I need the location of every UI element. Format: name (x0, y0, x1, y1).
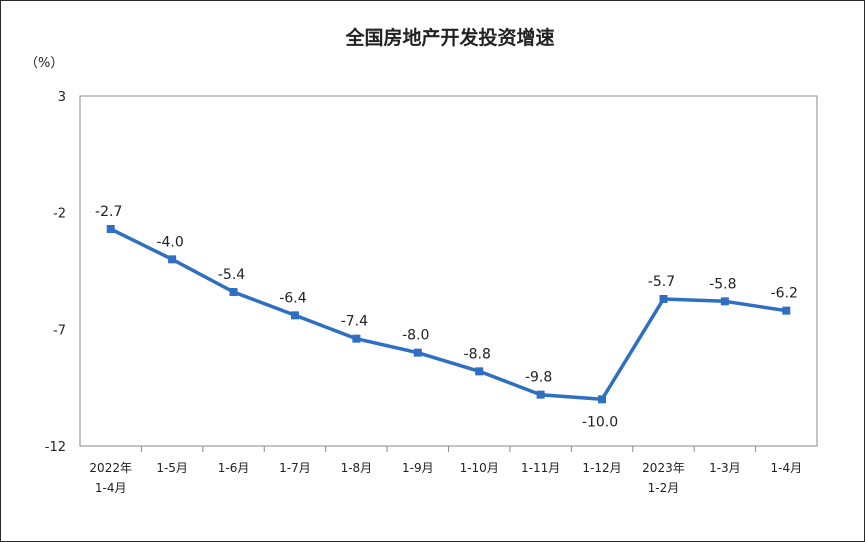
x-tick-label: 1-8月 (341, 461, 373, 475)
data-point (106, 225, 115, 233)
data-label: -8.0 (402, 328, 429, 344)
data-point (229, 288, 238, 296)
data-point (290, 311, 299, 320)
data-label: -6.4 (279, 290, 306, 306)
data-label: -9.8 (525, 370, 552, 386)
x-tick-label: 1-12月 (582, 461, 621, 475)
data-point (659, 295, 668, 303)
data-point (413, 348, 422, 357)
x-tick-label: 1-11月 (521, 461, 560, 475)
data-point (536, 390, 545, 399)
data-label: -5.8 (709, 276, 736, 292)
data-label: -8.8 (464, 346, 491, 362)
data-point (720, 297, 729, 306)
series-line (106, 225, 791, 404)
data-label: -5.4 (218, 267, 245, 283)
y-tick-label: -12 (45, 440, 66, 455)
data-labels: -2.7 -4.0 -5.4 -6.4 -7.4 -8.0 -8.8 -9.8 -10.0 -5.… (95, 204, 798, 430)
data-label: -5.7 (648, 274, 675, 290)
series-path (108, 227, 789, 402)
x-tick-label: 1-9月 (402, 461, 434, 475)
x-tick-label: 2023年 (642, 461, 685, 475)
data-label: -4.0 (156, 234, 183, 250)
x-tick-label: 1-6月 (218, 461, 250, 475)
x-tick-label: 1-10月 (460, 461, 499, 475)
y-axis: 3 -2 -7 -12 (45, 90, 66, 455)
data-label: -2.7 (95, 204, 122, 220)
y-tick-label: -7 (53, 323, 66, 338)
x-axis: 2022年 1-4月 1-5月 1-6月 1-7月 1-8月 1-9月 1-10月 1-11月 1… (89, 446, 802, 495)
x-tick-label: 1-4月 (770, 461, 802, 475)
data-label: -6.2 (771, 286, 798, 302)
x-tick-label: 1-4月 (95, 481, 127, 495)
y-tick-label: 3 (58, 90, 66, 105)
data-point (475, 367, 484, 376)
x-tick-label: 1-3月 (709, 461, 741, 475)
x-tick-label: 1-2月 (648, 481, 680, 495)
data-label: -10.0 (582, 414, 618, 430)
y-axis-unit: （%） (25, 56, 63, 71)
chart-title: 全国房地产开发投资增速 (344, 26, 554, 49)
data-point (782, 306, 791, 315)
data-point (168, 255, 177, 264)
x-tick-label: 1-7月 (279, 461, 311, 475)
data-label: -7.4 (341, 314, 368, 330)
data-point (598, 395, 607, 404)
x-tick-label: 2022年 (89, 461, 132, 475)
data-point (352, 334, 361, 343)
y-tick-label: -2 (53, 207, 66, 222)
x-tick-label: 1-5月 (156, 461, 188, 475)
